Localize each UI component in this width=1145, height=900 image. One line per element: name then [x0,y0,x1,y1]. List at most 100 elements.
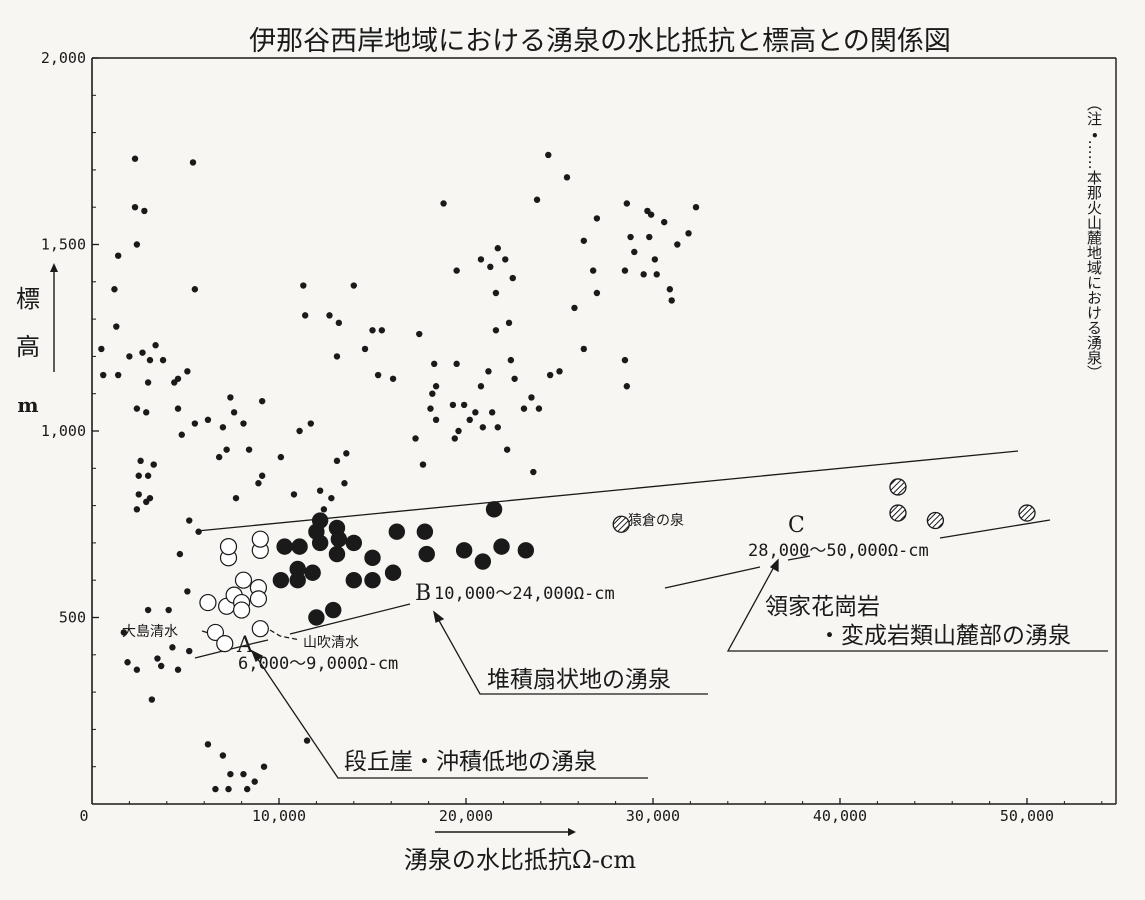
group-c-description-line2: ・変成岩類山麓部の湧泉 [818,623,1071,649]
data-point [926,511,945,530]
data-point [612,515,630,533]
data-point [131,204,139,211]
data-point [296,427,303,435]
data-point [631,248,638,256]
boundary-ab-left [289,603,411,635]
data-point [388,523,406,540]
data-point [378,327,386,334]
x-tick-label: 10,000 [252,807,306,825]
data-point [169,644,176,651]
data-point [159,356,167,364]
data-point [276,538,293,555]
data-point [126,353,133,360]
y-axis-arrow [50,263,58,372]
data-point [186,517,193,524]
data-point [546,371,554,379]
data-point [492,327,500,334]
data-point [412,435,419,442]
data-point [485,368,492,375]
data-point [589,267,597,274]
data-point [249,590,268,608]
series-filled-circle [272,501,535,626]
x-tick-label: 0 [79,807,88,825]
data-point [114,371,122,379]
data-point [494,424,501,431]
data-point [189,159,197,166]
data-point [474,553,492,570]
data-point [290,491,298,498]
data-point [98,345,105,353]
series-small-dot [98,151,700,793]
data-point [186,647,193,655]
data-point [240,770,247,778]
data-point [113,323,120,330]
data-point [178,431,185,438]
leader-yamabuki [269,629,301,641]
data-point [212,785,219,793]
data-point [289,560,306,578]
group-boundary-lines [194,450,1051,659]
data-point [133,666,141,673]
series-hatched-circle [612,478,1036,533]
data-point [627,233,634,241]
leader-a-head [250,649,264,663]
data-point [333,353,341,360]
data-point [651,256,659,263]
data-point [219,538,238,556]
data-point [621,267,629,274]
leader-c-head [769,558,779,573]
leader-b-head [433,610,445,623]
data-point [530,468,537,476]
data-point [233,601,251,619]
data-point [206,623,225,642]
group-c-letter: C [788,513,805,538]
data-point [389,375,397,382]
data-point [432,383,440,390]
data-point [272,572,290,589]
data-point [328,545,346,563]
data-point [139,349,146,356]
data-point [889,478,907,496]
data-point [449,401,457,409]
data-point [520,405,528,412]
data-point [230,409,238,416]
data-point [316,487,324,494]
data-point [502,256,509,263]
data-point [311,534,329,552]
group-a-letter: A [236,633,254,658]
data-point [232,494,240,502]
data-point [258,472,266,479]
data-point [453,360,460,368]
x-axis-ticks: 0 10,000 20,000 30,000 40,000 50,000 [79,798,1103,825]
legend-note: （注 •……本那火山麓地域における湧泉） [1085,96,1112,456]
data-point [455,542,473,559]
data-point [326,312,333,319]
data-point [251,778,258,785]
data-point [509,274,516,282]
x-tick-label: 30,000 [626,807,680,825]
data-point [215,453,223,461]
data-point [571,304,578,312]
data-point [384,564,402,581]
data-point [260,763,268,770]
data-point [234,571,253,589]
x-axis-label: 湧泉の水比抵抗Ω-cm [404,846,636,874]
series-open-circle [199,530,269,653]
data-point [131,155,139,162]
data-point [350,282,357,289]
data-point [152,342,159,349]
data-point [416,523,434,540]
data-point [258,397,266,405]
y-axis-label-unit: m [17,393,38,417]
data-point [133,506,141,513]
data-point [419,461,427,468]
data-point [511,375,518,382]
data-point [227,394,234,401]
data-point [692,204,700,211]
annotations: 大島清水 山吹清水 猿倉の泉 A 6,000～9,000Ω-cm 段丘崖・沖積低… [122,512,1071,775]
data-point [647,211,655,218]
x-axis-arrow [435,828,576,836]
data-point [308,609,325,626]
data-point [466,416,473,424]
